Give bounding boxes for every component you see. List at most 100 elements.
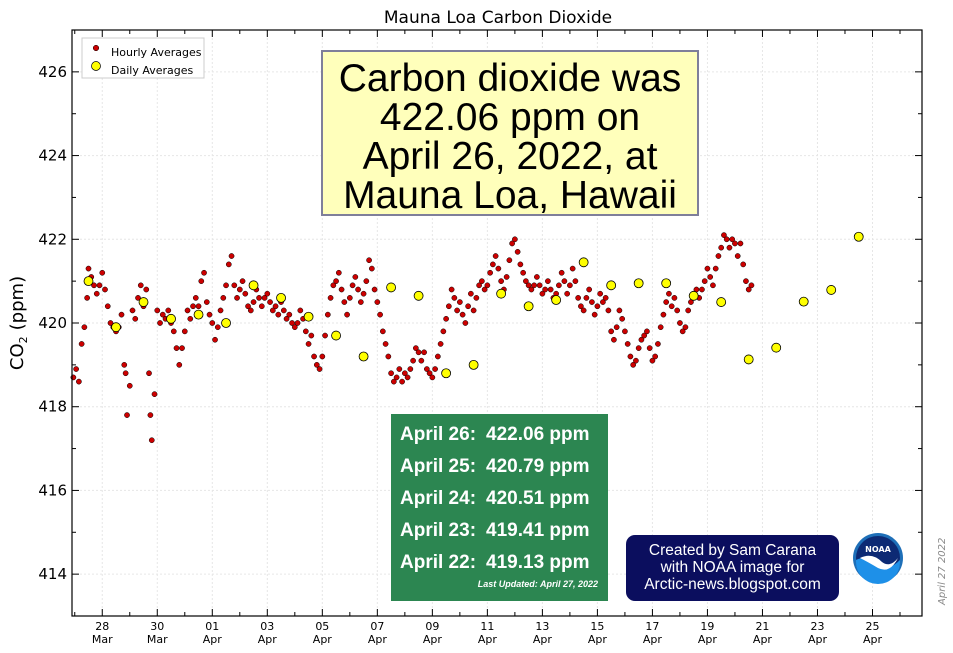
hourly-point xyxy=(181,328,188,335)
hourly-point xyxy=(451,295,458,301)
hourly-point xyxy=(137,282,144,289)
hourly-point xyxy=(393,374,400,381)
hourly-point xyxy=(473,295,480,301)
hourly-point xyxy=(129,307,136,314)
hourly-point xyxy=(258,303,265,310)
hourly-point xyxy=(360,290,367,297)
hourly-point xyxy=(470,307,477,314)
hourly-point xyxy=(206,311,213,318)
hourly-point xyxy=(630,362,637,368)
hourly-point xyxy=(192,295,199,301)
hourly-point xyxy=(146,370,152,377)
hourly-point xyxy=(385,353,392,360)
hourly-point xyxy=(157,320,163,326)
hourly-point xyxy=(424,366,430,372)
hourly-point xyxy=(247,307,254,314)
hourly-point xyxy=(437,341,444,347)
hourly-point xyxy=(333,278,339,284)
hourly-point xyxy=(173,345,180,351)
daily-point xyxy=(166,313,176,324)
hourly-point xyxy=(426,370,433,377)
hourly-point xyxy=(256,295,262,301)
recent-value-row: April 23: 419.41 ppm xyxy=(400,520,590,542)
hourly-point xyxy=(484,282,491,289)
x-tick-label-day: 15 xyxy=(590,620,604,633)
legend: Hourly Averages Daily Averages xyxy=(81,37,205,79)
daily-point xyxy=(248,280,259,291)
hourly-point xyxy=(685,307,692,314)
hourly-point xyxy=(352,274,359,280)
hourly-point xyxy=(605,307,612,314)
side-date-stamp: April 27 2022 xyxy=(937,537,948,605)
y-tick-label: 426 xyxy=(38,63,67,81)
hourly-point xyxy=(432,366,438,372)
hourly-point xyxy=(407,366,414,372)
hourly-point xyxy=(264,290,271,297)
hourly-point xyxy=(525,282,532,289)
hourly-point xyxy=(330,282,337,289)
hourly-point xyxy=(652,353,659,360)
hourly-point xyxy=(76,378,82,385)
daily-point xyxy=(523,301,534,312)
hourly-point xyxy=(291,324,298,331)
hourly-point xyxy=(608,328,615,335)
hourly-point xyxy=(597,290,604,297)
x-tick-label-month: Mar xyxy=(147,633,168,646)
x-tick-label-month: Apr xyxy=(863,633,883,646)
headline-box: Carbon dioxide was 422.06 ppm on April 2… xyxy=(321,50,699,216)
hourly-point xyxy=(338,286,345,293)
credit-line: with NOAA image for xyxy=(660,559,805,576)
chart-title: Mauna Loa Carbon Dioxide xyxy=(384,8,612,28)
hourly-point xyxy=(740,261,747,268)
hourly-point xyxy=(663,299,670,305)
credit-line: Arctic-news.blogspot.com xyxy=(644,576,821,593)
daily-series xyxy=(83,231,864,379)
headline-line: Mauna Loa, Hawaii xyxy=(343,174,677,217)
hourly-point xyxy=(520,269,526,276)
daily-point xyxy=(193,309,204,320)
last-updated: Last Updated: April 27, 2022 xyxy=(477,579,598,589)
hourly-point xyxy=(440,328,447,335)
x-tick-label-month: Apr xyxy=(478,633,498,646)
hourly-point xyxy=(575,295,581,301)
y-tick-label: 418 xyxy=(38,398,67,416)
hourly-point xyxy=(465,303,471,310)
headline-line: 422.06 ppm on xyxy=(379,96,641,139)
hourly-point xyxy=(635,345,642,351)
hourly-point xyxy=(363,278,370,284)
hourly-point xyxy=(341,299,348,305)
daily-point xyxy=(358,351,369,362)
hourly-point xyxy=(435,353,441,360)
headline-line: April 26, 2022, at xyxy=(362,135,658,178)
hourly-point xyxy=(655,341,661,347)
hourly-point xyxy=(357,299,364,305)
hourly-point xyxy=(212,336,218,343)
daily-point xyxy=(83,276,94,287)
hourly-point xyxy=(242,290,249,297)
hourly-point xyxy=(459,311,466,318)
hourly-point xyxy=(388,370,394,377)
recent-value-row: April 22: 419.13 ppm xyxy=(400,552,590,574)
hourly-point xyxy=(322,332,328,339)
hourly-point xyxy=(85,265,92,272)
y-tick-label: 416 xyxy=(38,481,67,499)
hourly-point xyxy=(644,328,650,335)
hourly-point xyxy=(578,303,584,310)
hourly-point xyxy=(481,286,488,293)
hourly-point xyxy=(286,311,293,318)
daily-point xyxy=(276,292,286,303)
hourly-point xyxy=(492,253,499,259)
legend-daily-label: Daily Averages xyxy=(111,64,194,77)
hourly-point xyxy=(209,320,216,326)
hourly-point xyxy=(275,311,282,318)
hourly-point xyxy=(580,307,587,314)
hourly-point xyxy=(707,274,714,280)
hourly-series xyxy=(70,232,755,444)
hourly-point xyxy=(368,265,375,272)
hourly-point xyxy=(564,290,570,297)
hourly-point xyxy=(547,286,554,293)
hourly-point xyxy=(217,307,224,314)
hourly-point xyxy=(657,324,664,331)
hourly-point xyxy=(319,353,326,360)
hourly-point xyxy=(316,366,323,372)
